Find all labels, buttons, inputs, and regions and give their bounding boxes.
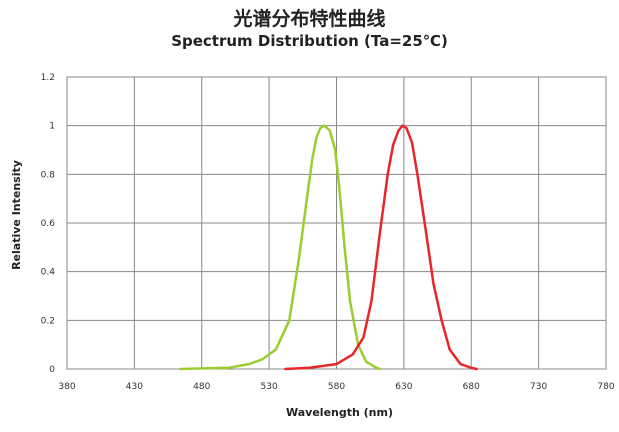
x-tick-label: 780 — [597, 382, 614, 392]
y-tick-label: 0.6 — [41, 219, 56, 229]
x-tick-label: 580 — [328, 382, 345, 392]
x-tick-label: 430 — [126, 382, 143, 392]
series-line-0 — [178, 124, 381, 371]
x-tick-label: 530 — [261, 382, 278, 392]
y-axis-title: Relative Intensity — [10, 160, 23, 270]
y-tick-label: 0.2 — [41, 316, 55, 326]
chart-title: 光谱分布特性曲线 — [233, 8, 386, 30]
series-line-1 — [284, 124, 478, 371]
x-tick-label: 480 — [193, 382, 210, 392]
chart-subtitle: Spectrum Distribution (Ta=25℃) — [171, 32, 448, 50]
x-tick-label: 730 — [530, 382, 547, 392]
x-tick-label: 380 — [58, 382, 75, 392]
x-tick-label: 630 — [395, 382, 412, 392]
y-tick-label: 1.2 — [41, 73, 55, 83]
x-tick-label: 680 — [463, 382, 480, 392]
y-tick-label: 1 — [49, 122, 55, 132]
y-tick-label: 0.4 — [41, 268, 56, 278]
y-tick-label: 0 — [49, 365, 55, 375]
x-axis-title: Wavelength (nm) — [286, 406, 393, 419]
y-tick-label: 0.8 — [41, 170, 56, 180]
